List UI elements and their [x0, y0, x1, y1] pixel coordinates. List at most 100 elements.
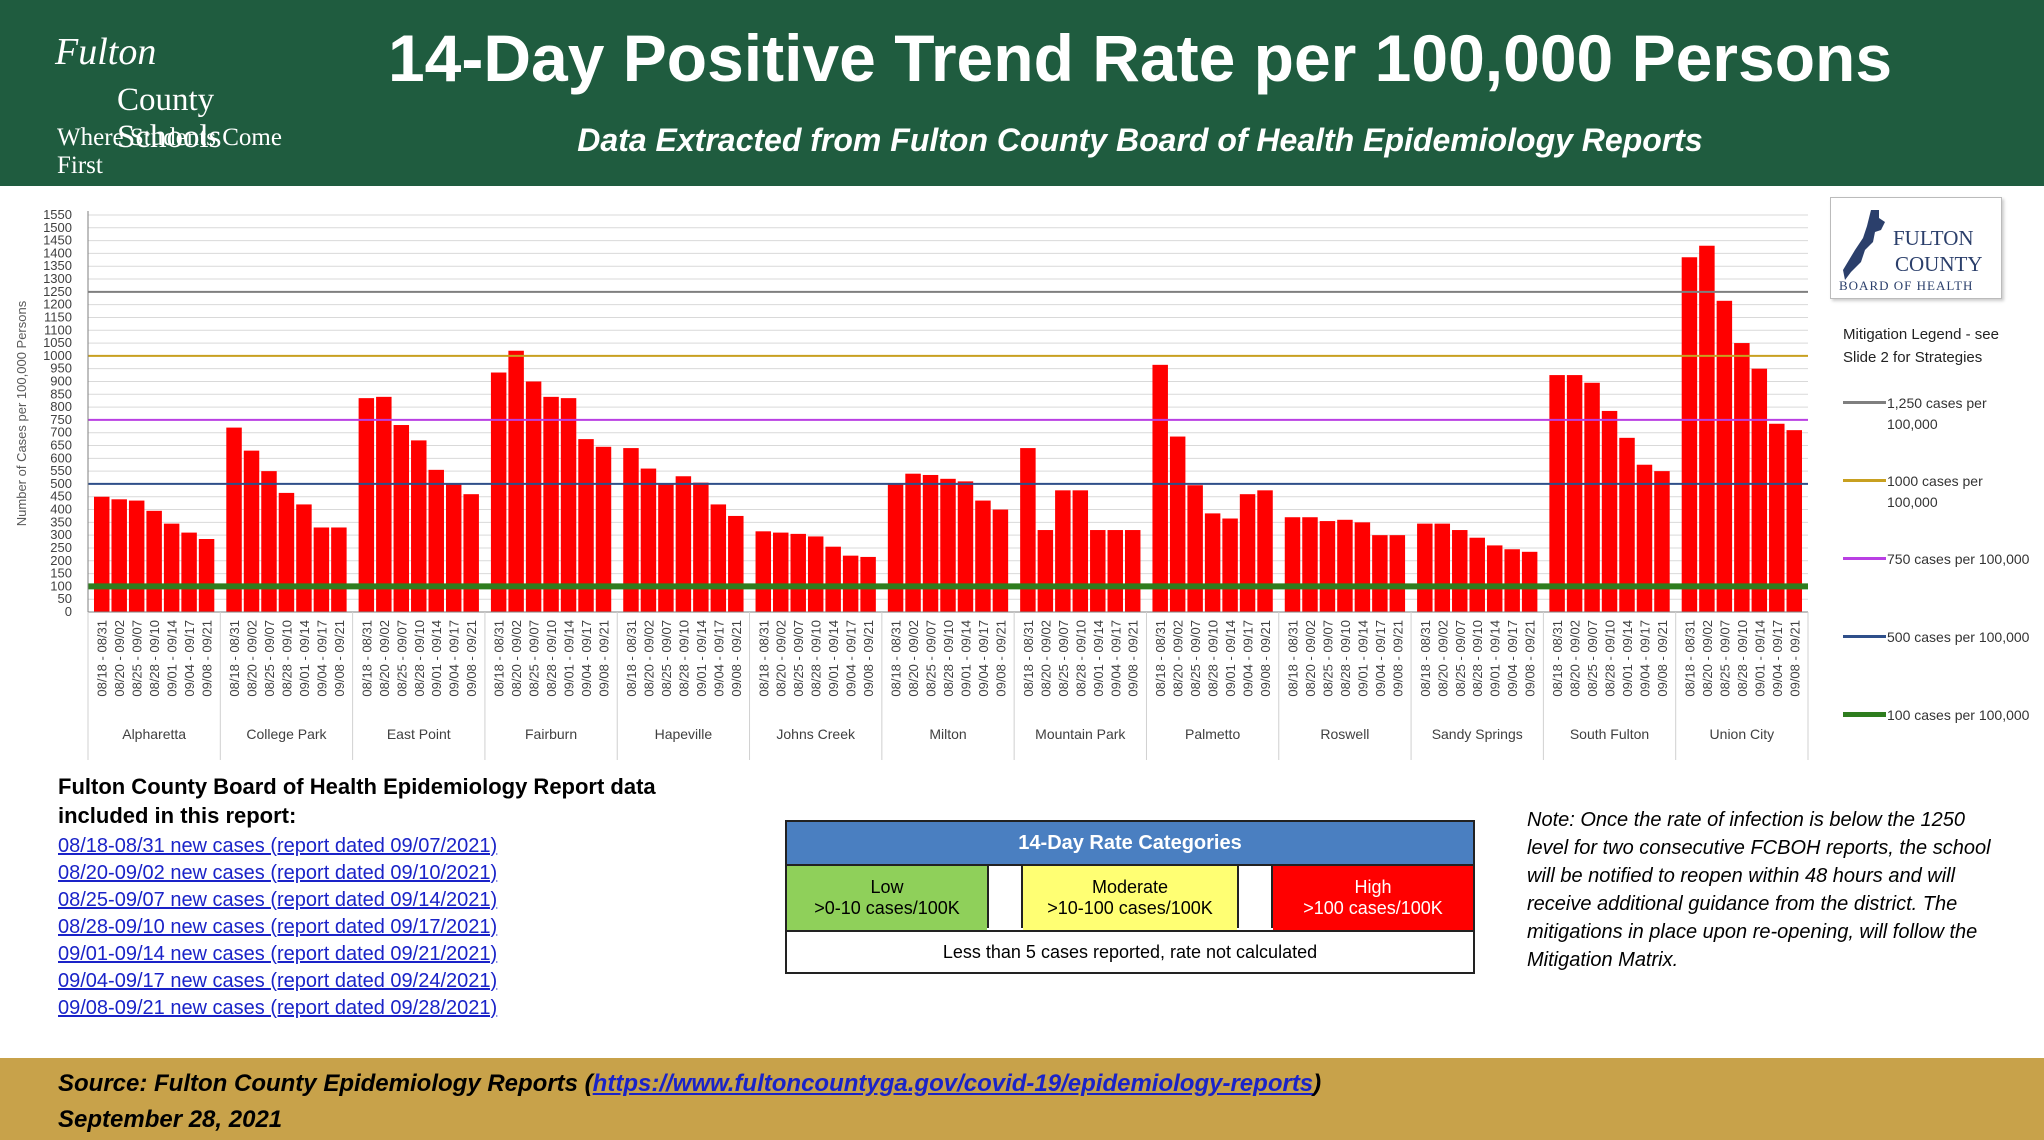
bar [278, 492, 295, 612]
y-tick-label: 150 [50, 566, 72, 581]
fcboh-logo-line-1: FULTON [1893, 226, 1974, 250]
bar [728, 515, 744, 612]
bar [1699, 245, 1715, 613]
y-tick-label: 200 [50, 553, 72, 568]
y-tick-label: 0 [65, 604, 72, 619]
bar [198, 539, 215, 612]
bar [1434, 523, 1451, 612]
y-tick-label: 450 [50, 489, 72, 504]
legend-item: 100 cases per 100,000 [1843, 705, 2033, 749]
bar [393, 425, 410, 612]
x-tick-label: 08/20 - 09/02 [509, 620, 524, 697]
x-tick-label: 09/01 - 09/14 [694, 620, 709, 697]
bar [905, 473, 921, 612]
source-link[interactable]: 08/18-08/31 new cases (report dated 09/0… [58, 835, 498, 857]
y-tick-label: 500 [50, 476, 72, 491]
group-label: Fairburn [525, 726, 577, 742]
bar [296, 504, 312, 612]
rate-categories-table: 14-Day Rate Categories Low >0-10 cases/1… [785, 820, 1475, 974]
category-moderate: Moderate >10-100 cases/100K [1023, 864, 1237, 930]
legend-item: 750 cases per 100,000 [1843, 549, 2033, 593]
bar [243, 450, 260, 612]
x-tick-label: 08/25 - 09/07 [1717, 620, 1732, 697]
fcboh-logo-line-2: COUNTY [1895, 252, 1983, 276]
bar [1734, 343, 1750, 612]
x-tick-label: 08/18 - 08/31 [624, 620, 639, 697]
source-link[interactable]: 09/08-09/21 new cases (report dated 09/2… [58, 997, 498, 1019]
group-label: Milton [929, 726, 966, 742]
y-tick-label: 750 [50, 412, 72, 427]
bar [675, 476, 692, 612]
y-tick-label: 300 [50, 527, 72, 542]
x-tick-label: 09/04 - 09/17 [447, 620, 462, 697]
bar [331, 527, 347, 612]
bar [508, 350, 524, 612]
source-prefix: Source: Fulton County Epidemiology Repor… [58, 1070, 593, 1097]
bar [595, 446, 612, 612]
bar [1152, 364, 1168, 612]
x-tick-label: 08/28 - 09/10 [412, 620, 427, 697]
x-tick-label: 09/08 - 09/21 [1655, 620, 1670, 697]
page-title: 14-Day Positive Trend Rate per 100,000 P… [387, 21, 1893, 95]
x-tick-label: 08/25 - 09/07 [1320, 620, 1335, 697]
y-tick-label: 1400 [43, 245, 72, 260]
legend-swatch [1843, 479, 1886, 482]
bar [1389, 535, 1406, 612]
bar [1417, 523, 1433, 612]
source-link[interactable]: 09/01-09/14 new cases (report dated 09/2… [58, 943, 498, 965]
y-tick-label: 650 [50, 438, 72, 453]
x-tick-label: 09/08 - 09/21 [993, 620, 1008, 697]
bar [1169, 436, 1186, 612]
legend-swatch [1843, 557, 1886, 560]
bar [1452, 530, 1468, 612]
bar [1284, 517, 1301, 612]
source-suffix: ) [1313, 1070, 1322, 1097]
bar [428, 469, 444, 612]
x-tick-label: 09/08 - 09/21 [729, 620, 744, 697]
legend-swatch [1843, 635, 1886, 638]
source-link[interactable]: 08/20-09/02 new cases (report dated 09/1… [58, 862, 498, 884]
x-tick-label: 08/20 - 09/02 [1568, 620, 1583, 697]
y-tick-label: 550 [50, 463, 72, 478]
category-high: High >100 cases/100K [1273, 864, 1473, 930]
y-tick-label: 1550 [43, 207, 72, 222]
bar [825, 546, 841, 612]
source-url-link[interactable]: https://www.fultoncountyga.gov/covid-19/… [592, 1070, 1314, 1097]
x-tick-label: 09/08 - 09/21 [1126, 620, 1141, 697]
x-tick-label: 09/01 - 09/14 [1223, 620, 1238, 697]
bar [1239, 494, 1256, 612]
y-tick-label: 1250 [43, 284, 72, 299]
bar [1124, 530, 1141, 612]
y-tick-label: 400 [50, 502, 72, 517]
x-tick-label: 09/04 - 09/17 [1373, 620, 1388, 697]
legend-item: 1,250 cases per 100,000 [1843, 393, 2033, 437]
x-tick-label: 09/04 - 09/17 [1505, 620, 1520, 697]
bar [957, 481, 974, 612]
bar [1037, 530, 1054, 612]
x-tick-label: 08/18 - 08/31 [95, 620, 110, 697]
sources-list: 08/18-08/31 new cases (report dated 09/0… [58, 833, 497, 1022]
x-tick-label: 09/01 - 09/14 [165, 620, 180, 697]
bar [543, 396, 559, 612]
bar [975, 500, 991, 612]
bar [358, 398, 375, 612]
group-label: Johns Creek [776, 726, 856, 742]
source-link[interactable]: 08/28-09/10 new cases (report dated 09/1… [58, 916, 498, 938]
bar [790, 533, 806, 612]
axes [87, 211, 1809, 760]
x-tick-label: 09/04 - 09/17 [1770, 620, 1785, 697]
y-tick-label: 100 [50, 578, 72, 593]
x-tick-label: 09/08 - 09/21 [1258, 620, 1273, 697]
category-moderate-name: Moderate [1091, 877, 1169, 897]
x-tick-label: 08/25 - 09/07 [659, 620, 674, 697]
bar [163, 523, 180, 612]
x-tick-label: 08/20 - 09/02 [774, 620, 789, 697]
x-tick-label: 08/25 - 09/07 [1585, 620, 1600, 697]
bar [490, 372, 507, 612]
category-high-range: >100 cases/100K [1303, 898, 1443, 918]
source-link[interactable]: 09/04-09/17 new cases (report dated 09/2… [58, 970, 498, 992]
x-tick-label: 08/20 - 09/02 [1038, 620, 1053, 697]
source-link[interactable]: 08/25-09/07 new cases (report dated 09/1… [58, 889, 498, 911]
x-tick-label: 09/04 - 09/17 [844, 620, 859, 697]
x-tick-label: 09/01 - 09/14 [1752, 620, 1767, 697]
